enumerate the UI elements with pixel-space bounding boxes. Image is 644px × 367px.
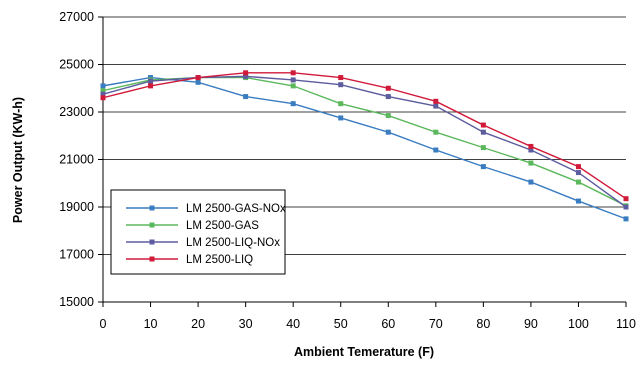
series-line-3 (102, 75, 627, 208)
series-2-point (480, 145, 486, 151)
y-tick-label: 23000 (59, 105, 94, 119)
x-tick-label: 20 (191, 317, 205, 331)
series-3-point (290, 77, 296, 83)
series-4-point (148, 83, 154, 89)
x-axis-title: Ambient Temerature (F) (294, 345, 434, 359)
series-1-point (623, 216, 629, 222)
series-2-point (433, 129, 439, 135)
series-4-point (243, 70, 249, 76)
series-1-point (290, 101, 296, 107)
series-3-point (480, 129, 486, 135)
series-3-point (385, 94, 391, 100)
series-4-point (100, 95, 106, 101)
series-3-point (623, 204, 629, 210)
series-1-point (433, 147, 439, 153)
x-tick-label: 90 (524, 317, 538, 331)
series-1-point (100, 83, 106, 89)
y-tick-label: 27000 (59, 10, 94, 24)
series-3-point (338, 82, 344, 88)
legend-swatch-marker (149, 222, 155, 228)
series-line-4 (102, 72, 627, 200)
series-line-2 (102, 76, 627, 207)
series-2-point (338, 101, 344, 107)
series-1-point (528, 179, 534, 185)
legend: LM 2500-GAS-NOx LM 2500-GAS LM 2500-LIQ-NO… (110, 189, 286, 275)
series-4-point (195, 75, 201, 81)
legend-label: LM 2500-LIQ-NOx (186, 237, 280, 249)
series-4-point (290, 70, 296, 76)
series-4-point (480, 122, 486, 128)
legend-swatch-marker (149, 205, 155, 211)
series-1-point (385, 129, 391, 135)
series-4-point (433, 98, 439, 104)
legend-swatch-marker (149, 256, 155, 262)
legend-label: LM 2500-GAS-NOx (186, 203, 286, 215)
x-tick-label: 30 (239, 317, 253, 331)
series-2-point (290, 83, 296, 89)
series-3-point (243, 73, 249, 79)
series-4-point (528, 143, 534, 149)
y-tick-label: 21000 (59, 153, 94, 167)
legend-box (110, 189, 286, 275)
y-axis-title: Power Output (KW-h) (11, 97, 25, 223)
series (100, 70, 629, 222)
x-tick-label: 10 (144, 317, 158, 331)
series-1-point (195, 79, 201, 85)
series-3-point (528, 147, 534, 153)
x-tick-label: 110 (616, 317, 636, 331)
x-tick-label: 40 (286, 317, 300, 331)
series-2-point (385, 113, 391, 119)
series-4-point (385, 85, 391, 91)
series-1-point (575, 198, 581, 204)
series-1-point (480, 164, 486, 170)
y-tick-label: 19000 (59, 200, 94, 214)
series-3-point (148, 78, 154, 84)
series-1-point (243, 94, 249, 100)
x-tick-label: 0 (100, 317, 107, 331)
x-tick-label: 60 (381, 317, 395, 331)
series-3-point (575, 170, 581, 176)
series-line-1 (102, 76, 627, 220)
series-2-point (100, 88, 106, 94)
ticks: 15000 17000 19000 21000 23000 25000 27000 0 10 20… (59, 10, 636, 331)
series-4-point (338, 75, 344, 81)
y-tick-label: 25000 (59, 58, 94, 72)
x-tick-label: 50 (334, 317, 348, 331)
series-1-point (338, 115, 344, 121)
legend-swatch-marker (149, 239, 155, 245)
series-2-point (528, 160, 534, 166)
x-tick-label: 100 (568, 317, 589, 331)
series-3-point (433, 103, 439, 109)
series-3-point (100, 91, 106, 97)
y-tick-label: 15000 (59, 295, 94, 309)
series-2-point (575, 179, 581, 185)
y-tick-label: 17000 (59, 248, 94, 262)
x-tick-label: 80 (476, 317, 490, 331)
legend-label: LM 2500-LIQ (186, 254, 253, 266)
legend-label: LM 2500-GAS (186, 220, 259, 232)
series-4-point (623, 196, 629, 202)
x-tick-label: 70 (429, 317, 443, 331)
series-4-point (575, 164, 581, 170)
